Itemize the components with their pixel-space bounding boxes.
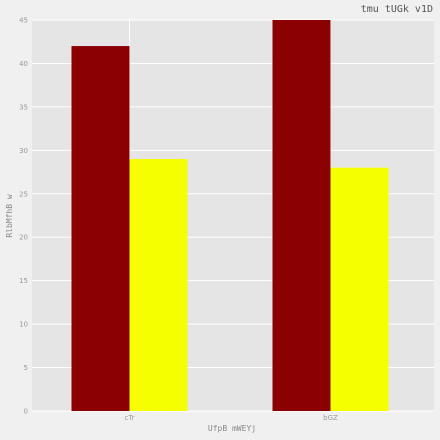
y-tick-label: 45 — [19, 17, 28, 25]
x-tick-label: bGZ — [323, 414, 338, 422]
y-tick-label: 30 — [19, 147, 28, 155]
x-axis-ticks: cTr bGZ — [125, 414, 339, 422]
y-tick-label: 40 — [19, 60, 28, 68]
y-tick-label: 0 — [24, 408, 28, 416]
y-axis-label: RlbMfhB w — [5, 194, 14, 238]
y-tick-label: 35 — [19, 103, 28, 111]
bar-cTr-series-2 — [129, 159, 188, 411]
x-axis-label: UfpB mWEYj — [208, 424, 256, 433]
y-tick-label: 15 — [19, 277, 28, 285]
y-tick-label: 10 — [19, 321, 28, 329]
x-tick-label: cTr — [125, 414, 135, 422]
y-tick-label: 20 — [19, 234, 28, 242]
chart-title: tmu tUGk v1D — [361, 4, 433, 15]
bars — [71, 20, 389, 412]
y-tick-label: 25 — [19, 190, 28, 198]
y-tick-label: 5 — [24, 364, 28, 372]
bar-bGZ-series-2 — [330, 167, 389, 411]
y-axis-ticks: 0 5 10 15 20 25 30 35 40 45 — [19, 17, 28, 416]
bar-bGZ-series-1 — [272, 20, 331, 411]
bar-cTr-series-1 — [71, 46, 130, 412]
